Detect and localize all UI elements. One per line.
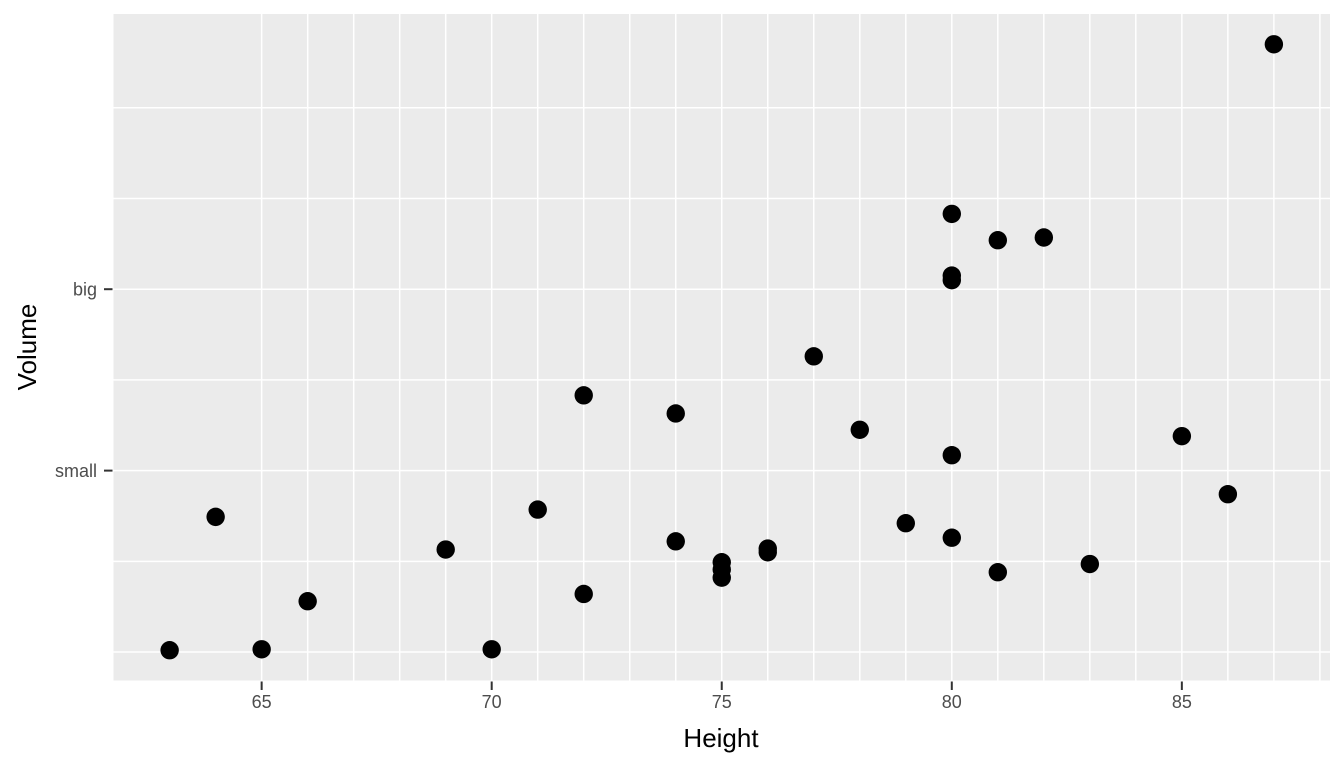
x-tick-label-70: 70 <box>482 692 502 712</box>
data-point <box>988 231 1008 250</box>
data-point <box>298 592 317 611</box>
data-point <box>712 560 731 579</box>
x-tick-label-80: 80 <box>942 692 962 712</box>
y-tick-label-big: big <box>73 280 97 300</box>
data-point <box>942 270 961 290</box>
data-point <box>942 445 961 465</box>
data-point <box>1034 228 1054 247</box>
x-tick-label-65: 65 <box>252 692 272 712</box>
x-tick-label-75: 75 <box>712 692 732 712</box>
y-axis-title: Volume <box>12 303 42 391</box>
data-point <box>896 514 915 533</box>
data-point <box>666 404 685 423</box>
data-point <box>574 584 593 604</box>
data-point <box>436 540 455 559</box>
data-point <box>988 562 1008 582</box>
data-point <box>666 532 685 551</box>
data-point <box>1172 426 1192 446</box>
data-point <box>1264 35 1284 54</box>
data-point <box>482 640 501 659</box>
data-point <box>804 347 823 366</box>
data-point <box>1080 554 1100 574</box>
data-point <box>528 500 547 519</box>
data-point <box>206 507 225 527</box>
data-point <box>758 539 777 558</box>
x-axis-title: Height <box>683 723 759 753</box>
x-tick-label-85: 85 <box>1172 692 1192 712</box>
data-point <box>942 528 961 547</box>
data-point <box>1218 484 1238 504</box>
data-point <box>160 641 179 660</box>
data-point <box>942 204 961 224</box>
data-point <box>850 420 869 439</box>
data-point <box>574 386 593 405</box>
data-point <box>252 640 271 659</box>
y-tick-label-small: small <box>55 461 97 481</box>
